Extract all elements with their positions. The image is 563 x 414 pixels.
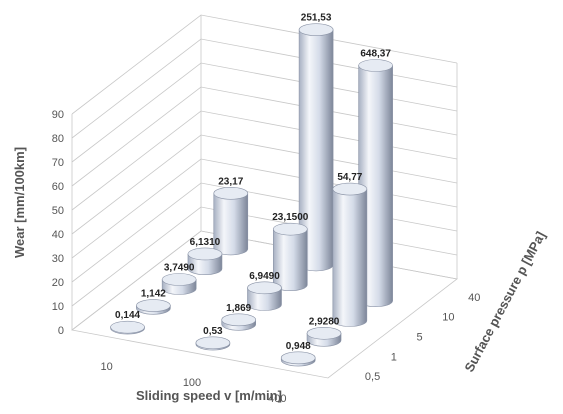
data-label: 23,1500 (272, 212, 309, 223)
bar-top (187, 247, 223, 261)
y-tick-label: 40 (52, 229, 64, 241)
data-label: 3,7490 (164, 263, 195, 274)
bar-top (213, 186, 249, 200)
z-tick-label: 5 (417, 332, 423, 344)
y-axis-title: Wear [mm/100km] (12, 147, 27, 258)
data-label: 1,142 (141, 289, 166, 300)
x-tick-label: 10 (101, 361, 113, 373)
tick-layer: 0 10 20 30 40 50 60 70 80 90 10 100 400 0,5 1 5 10 40 (52, 109, 481, 405)
bar-top (221, 313, 256, 327)
bar-body (247, 287, 282, 311)
y-tick-label: 80 (52, 133, 64, 145)
bar-body (332, 188, 368, 327)
z-tick-label: 0,5 (365, 371, 380, 383)
data-label: 648,37 (360, 49, 391, 60)
bar-cylinder (272, 222, 308, 291)
bar-top (161, 273, 197, 286)
z-tick-label: 1 (391, 351, 397, 363)
y-tick-label: 90 (52, 109, 64, 121)
data-label: 2,9280 (309, 316, 340, 327)
bar-top (247, 281, 282, 295)
bar-cylinder (332, 182, 368, 327)
bar-top (110, 320, 145, 334)
y-tick-label: 20 (52, 277, 64, 289)
data-label: 0,948 (286, 341, 311, 352)
data-label: 1,869 (226, 303, 251, 314)
y-tick-label: 30 (52, 253, 64, 265)
bar-cylinder (306, 326, 342, 347)
y-tick-label: 50 (52, 205, 64, 217)
bar-cylinder (187, 247, 223, 275)
data-label: 23,17 (218, 176, 243, 187)
x-tick-label: 100 (183, 377, 201, 389)
data-label: 0,53 (203, 326, 223, 337)
bar-layer (110, 23, 393, 367)
bar-cylinder (213, 186, 249, 256)
y-tick-label: 10 (52, 301, 64, 313)
bar-top (358, 59, 393, 72)
bar-top (136, 299, 171, 312)
z-tick-label: 10 (442, 312, 454, 324)
bar-cylinder (110, 320, 145, 335)
y-tick-label: 70 (52, 157, 64, 169)
bar-top (298, 23, 334, 37)
data-label: 251,53 (301, 13, 332, 24)
bar-top (272, 222, 308, 236)
bar-cylinder (221, 313, 256, 331)
bar-cylinder (136, 299, 171, 315)
bar-top (280, 351, 316, 365)
x-axis-title: Sliding speed v [m/min] (136, 388, 282, 403)
grid-layer (71, 14, 458, 379)
data-label: 54,77 (337, 172, 362, 183)
y-tick-label: 60 (52, 181, 64, 193)
y-gridline (71, 182, 458, 283)
bar-cylinder (280, 351, 316, 367)
data-label: 6,1310 (190, 237, 221, 248)
bar-top (195, 336, 231, 350)
label-layer: 23,17 251,53 6,1310 23,1500 648,37 3,7490 6,94… (115, 13, 391, 352)
x-tick-label: 400 (268, 393, 286, 405)
bar-cylinder (195, 336, 231, 351)
data-label: 6,9490 (249, 271, 280, 282)
bar-top (332, 182, 368, 196)
y-tick-label: 0 (58, 325, 64, 337)
bar-cylinder (247, 281, 282, 311)
data-label: 0,144 (115, 310, 140, 321)
z-tick-label: 40 (468, 292, 480, 304)
bar-cylinder (161, 273, 197, 295)
bar-top (306, 326, 342, 340)
